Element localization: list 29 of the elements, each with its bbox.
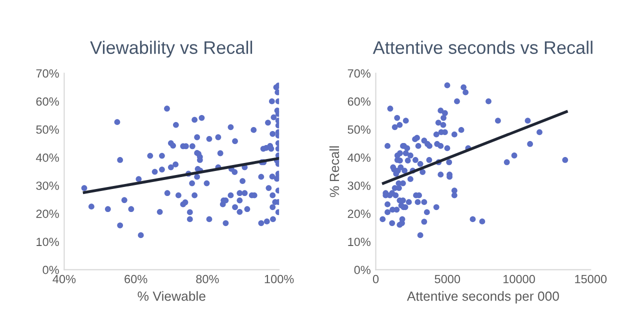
x-tick-label: 5000 [434, 274, 460, 284]
y-tick-label: 20% [36, 210, 59, 218]
y-tick-label: 0% [42, 266, 59, 274]
y-tick-label: 50% [36, 125, 59, 134]
y-tick-label: 40% [348, 153, 370, 162]
x-tick-label: 60% [124, 274, 148, 284]
y-tick-label: 40% [36, 153, 59, 162]
x-axis-title: % Viewable [138, 291, 206, 301]
y-tick-label: 30% [36, 182, 59, 190]
x-tick-label: 100% [264, 274, 294, 284]
x-tick-label: 15000 [575, 274, 607, 284]
y-tick-label: 70% [36, 69, 59, 78]
y-tick-label: 10% [348, 238, 370, 246]
y-tick-label: 0% [354, 266, 370, 274]
y-tick-label: 20% [348, 210, 370, 218]
chart-title: Viewability vs Recall [90, 40, 252, 58]
x-tick-label: 10000 [504, 274, 535, 284]
y-tick-label: 70% [348, 69, 370, 78]
y-tick-label: 60% [348, 97, 370, 106]
y-axis-title: % Recall [329, 146, 340, 198]
x-tick-label: 0 [372, 274, 379, 284]
y-tick-label: 10% [36, 238, 59, 246]
y-tick-label: 60% [36, 97, 59, 106]
x-tick-label: 40% [52, 274, 76, 284]
chart-title: Attentive seconds vs Recall [372, 40, 592, 54]
y-tick-label: 30% [348, 182, 370, 190]
y-tick-label: 50% [348, 125, 370, 134]
x-axis-title: Attentive seconds per 000 [406, 291, 559, 304]
x-tick-label: 80% [196, 274, 219, 284]
